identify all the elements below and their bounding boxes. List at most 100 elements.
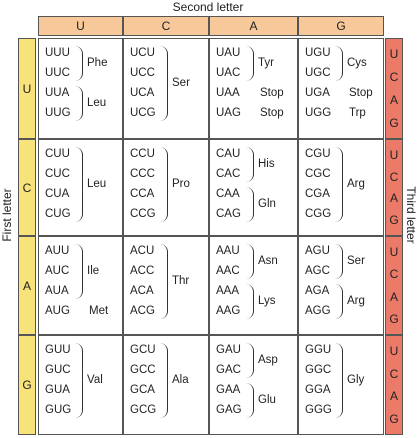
codon-guc: GUC [45, 364, 71, 376]
first-letter-a: A [18, 236, 36, 335]
codon-cug: CUG [45, 208, 71, 220]
brace-icon [335, 244, 343, 279]
codon-uaa: UAA [216, 87, 240, 99]
third-letter-c: C [389, 366, 399, 381]
amino-acid-label: Tyr [258, 57, 274, 69]
codon-gau: GAU [216, 344, 241, 356]
codon-cac: CAC [216, 168, 241, 180]
second-letter-a: A [209, 16, 298, 36]
codon-aaa: AAA [216, 285, 240, 297]
codon-auc: AUC [45, 265, 70, 277]
third-letter-u: U [389, 147, 399, 162]
codon-gaa: GAA [216, 384, 241, 396]
brace-icon [75, 147, 83, 222]
amino-acid-label: Asn [258, 255, 278, 267]
third-letter-a: A [389, 389, 398, 404]
codon-cuc: CUC [45, 168, 70, 180]
amino-acid-label: Leu [87, 97, 107, 109]
first-letter-title: First letter [0, 188, 14, 242]
third-letter-u: U [389, 344, 399, 359]
codon-cell: CAU CAC CAA CAG His Gln [209, 139, 298, 236]
codon-aau: AAU [216, 245, 240, 257]
codon-ggu: GGU [305, 344, 332, 356]
amino-acid-label: Arg [347, 178, 365, 190]
brace-icon [160, 147, 168, 222]
third-letter-a: A [389, 92, 398, 107]
brace-icon [75, 46, 83, 81]
codon-uga: UGA [305, 87, 330, 99]
codon-cgg: CGG [305, 208, 332, 220]
codon-ugu: UGU [305, 47, 331, 59]
codon-gua: GUA [45, 384, 70, 396]
codon-gug: GUG [45, 404, 72, 416]
amino-acid-label: Glu [258, 394, 276, 406]
brace-icon [75, 343, 83, 418]
codon-aua: AUA [45, 285, 69, 297]
codon-ccc: CCC [130, 168, 155, 180]
third-letter-c: C [389, 169, 399, 184]
amino-acid-label: Ala [172, 374, 189, 386]
codon-uuc: UUC [45, 67, 70, 79]
third-letter-a: A [389, 191, 398, 206]
amino-acid-label: Leu [87, 178, 107, 190]
third-letter-c: C [389, 70, 399, 85]
codon-cell: CCU CCC CCA CCG Pro [123, 139, 209, 236]
codon-aag: AAG [216, 305, 241, 317]
codon-cell: UCU UCC UCA UCG Ser [123, 38, 209, 139]
third-letter-a: A [389, 289, 398, 304]
codon-gac: GAC [216, 364, 241, 376]
codon-aga: AGA [305, 285, 330, 297]
brace-icon [160, 343, 168, 418]
brace-icon [246, 187, 254, 222]
brace-icon [160, 46, 168, 121]
codon-cell: UUU UUC UUA UUG Phe Leu [38, 38, 123, 139]
codon-cuu: CUU [45, 148, 70, 160]
codon-cau: CAU [216, 148, 241, 160]
codon-cag: CAG [216, 208, 241, 220]
second-letter-u: U [38, 16, 123, 36]
codon-cgu: CGU [305, 148, 331, 160]
amino-acid-label: Stop [260, 87, 284, 99]
amino-acid-label: Val [87, 374, 103, 386]
codon-ccg: CCG [130, 208, 156, 220]
amino-acid-label: Gln [258, 198, 276, 210]
codon-ucu: UCU [130, 47, 155, 59]
brace-icon [335, 147, 343, 222]
amino-acid-label: Pro [172, 178, 190, 190]
codon-cga: CGA [305, 188, 330, 200]
codon-ugc: UGC [305, 67, 331, 79]
codon-agu: AGU [305, 245, 330, 257]
amino-acid-label: Ser [347, 255, 365, 267]
codon-cell: AGU AGC AGA AGG Ser Arg [298, 236, 384, 335]
third-letter-g: G [389, 115, 399, 130]
third-letter-title: Third letter [404, 186, 418, 244]
codon-cell: CGU CGC CGA CGG Arg [298, 139, 384, 236]
codon-cell: ACU ACC ACA ACG Thr [123, 236, 209, 335]
brace-icon [246, 383, 254, 418]
amino-acid-label: Gly [347, 374, 365, 386]
amino-acid-label: Cys [347, 57, 367, 69]
codon-ccu: CCU [130, 148, 155, 160]
brace-icon [246, 284, 254, 319]
brace-icon [75, 86, 83, 121]
second-letter-title: Second letter [172, 0, 244, 14]
codon-gca: GCA [130, 384, 155, 396]
brace-icon [246, 244, 254, 279]
amino-acid-label: Ile [87, 265, 100, 277]
brace-icon [246, 343, 254, 378]
codon-caa: CAA [216, 188, 240, 200]
codon-gcg: GCG [130, 404, 157, 416]
codon-cell: AAU AAC AAA AAG Asn Lys [209, 236, 298, 335]
third-letter-g: G [389, 411, 399, 426]
codon-uua: UUA [45, 87, 70, 99]
codon-uug: UUG [45, 107, 71, 119]
codon-ggg: GGG [305, 404, 332, 416]
codon-cell: GCU GCC GCA GCG Ala [123, 335, 209, 435]
codon-ggc: GGC [305, 364, 332, 376]
codon-agc: AGC [305, 265, 330, 277]
amino-acid-label: His [258, 158, 275, 170]
codon-uac: UAC [216, 67, 241, 79]
third-letter-g: G [389, 213, 399, 228]
